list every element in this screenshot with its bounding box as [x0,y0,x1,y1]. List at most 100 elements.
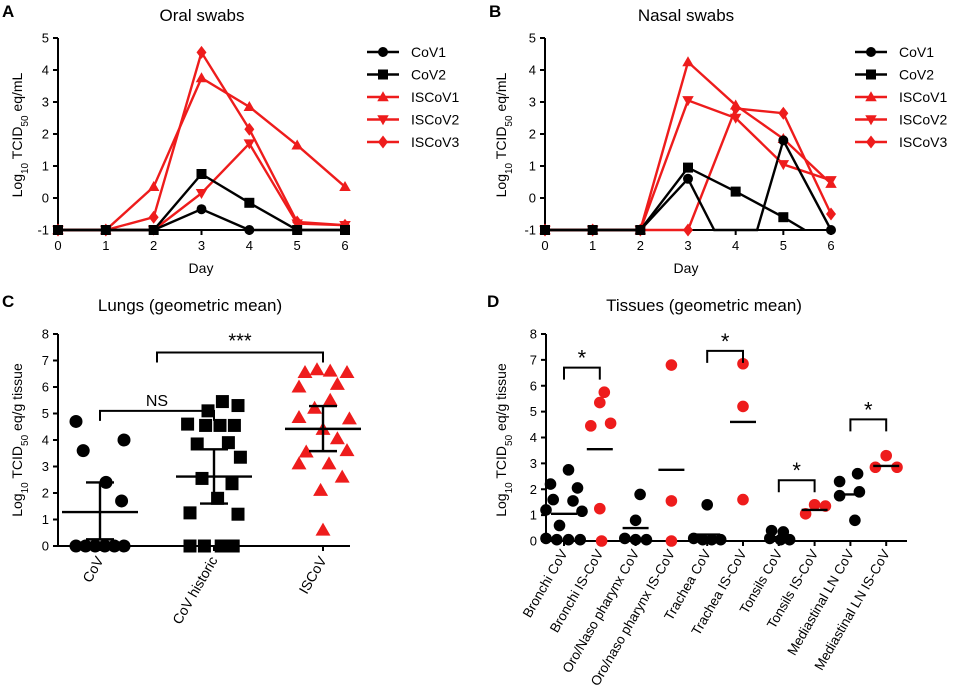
point-mediastinal-ln-cov [833,489,846,502]
y-tick-label: -1 [524,223,536,238]
significance-bracket [849,418,888,432]
point-cov-historic [214,539,228,553]
x-tick-label: 2 [637,238,644,253]
point-iscov [315,522,331,536]
point-trachea-cov [701,498,713,511]
point-cov2 [587,225,598,235]
point-iscov [322,363,338,377]
point-cov [79,539,93,553]
point-bronchi-is-cov [604,417,617,430]
point-cov1 [196,204,207,215]
x-tick-label-iscov: ISCoV [296,553,330,597]
x-tick-label-mediastinal-ln-cov: Mediastinal LN CoV [784,547,857,658]
panel-a-oral-swabs: A Oral swabs Day Log10 TCID50 eq/mL -1 0 1… [2,2,459,276]
point-cov [98,539,112,553]
point-cov-historic [183,539,197,553]
panel-c-annotations: NS *** [99,331,324,421]
point-tonsils-cov [783,533,796,546]
point-trachea-is-cov [737,493,749,506]
point-trachea-cov [696,533,709,546]
point-bronchi-cov [567,495,579,507]
point-bronchi-is-cov [595,535,608,547]
legend-label-iscov2: ISCoV2 [411,112,459,128]
point-iscov [313,482,329,496]
point-cov-historic [233,450,247,464]
x-tick-label: 6 [827,238,834,253]
panel-a-title: Oral swabs [159,6,244,25]
point-iscov1 [682,56,694,67]
point-bronchi-cov [574,533,586,546]
point-bronchi-cov [547,493,559,506]
y-tick-label: 4 [529,63,536,78]
point-oro-naso-pharynx-cov [634,488,646,501]
point-cov [88,539,102,553]
legend-label-cov2: CoV2 [899,67,934,83]
significance-bracket [156,351,324,363]
legend-label-cov1: CoV1 [899,44,934,60]
point-bronchi-is-cov [594,396,606,409]
point-trachea-is-cov [737,357,749,370]
x-tick-label: 3 [684,238,691,253]
y-tick-label: 3 [530,456,537,471]
y-tick-label: 2 [530,482,537,497]
point-cov2 [292,225,303,235]
point-bronchi-cov [551,533,563,546]
point-iscov [298,444,314,458]
significance-bracket [99,409,215,421]
y-tick-label: 4 [530,430,537,445]
point-cov1 [683,173,693,184]
point-bronchi-is-cov [598,386,611,399]
y-tick-label: 3 [42,459,49,474]
significance-bracket [777,479,816,493]
significance-label: * [578,346,587,371]
point-iscov2 [682,96,694,107]
point-bronchi-cov [553,519,566,532]
significance-bracket [563,366,601,380]
legend-label-iscov1: ISCoV1 [899,89,947,105]
legend-label-iscov2: ISCoV2 [899,112,947,128]
point-iscov1 [243,101,256,112]
legend-marker-cov2 [866,69,876,80]
point-cov2 [196,169,207,179]
point-cov2 [778,212,789,223]
point-iscov [339,364,355,378]
point-cov-historic [227,418,241,432]
point-iscov3 [778,106,789,120]
y-tick-label: 6 [530,378,537,393]
legend-marker-iscov1 [865,91,877,102]
point-cov1 [826,225,836,235]
panel-b-ylabel: Log10 TCID50 eq/mL [493,72,515,197]
point-bronchi-is-cov [585,420,597,432]
panel-d-points [540,357,903,547]
point-iscov [291,379,307,393]
significance-label: * [792,458,801,483]
point-cov [117,539,131,553]
y-tick-label: 8 [42,327,49,342]
point-cov-historic [221,436,235,450]
point-cov-historic [213,418,227,432]
point-iscov [291,410,307,423]
point-iscov [309,362,325,376]
point-iscov3 [148,210,159,224]
y-tick-label: 0 [529,191,536,206]
legend-marker-iscov3 [378,135,388,149]
significance-bracket [706,349,744,363]
y-tick-label: 3 [529,95,536,110]
point-cov-historic [181,417,195,431]
x-tick-label: 5 [294,238,301,253]
point-iscov [334,469,350,483]
panel-c-points [62,362,361,553]
x-tick-label: 0 [54,238,61,253]
point-oro-naso-pharynx-cov [629,514,642,527]
point-cov-historic [226,539,240,553]
point-cov-historic [215,395,229,409]
point-oro-naso-pharynx-cov [629,533,642,546]
legend-marker-cov1 [866,47,876,57]
point-iscov3 [196,45,207,59]
point-bronchi-cov [562,533,575,546]
y-tick-label: 1 [530,508,537,523]
point-oro-naso-pharynx-cov [640,533,653,546]
panel-a-legend: CoV1 CoV2 ISCoV1 ISCoV2 ISCoV3 [367,44,459,150]
point-cov2 [244,197,255,208]
point-iscov3 [826,207,836,221]
